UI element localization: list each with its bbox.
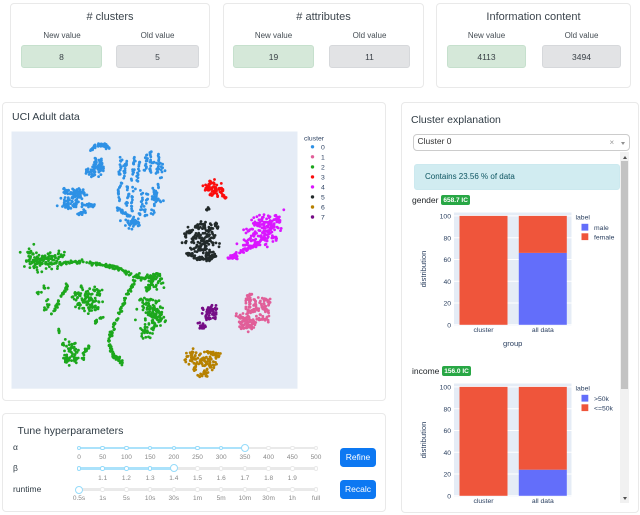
svg-text:cluster: cluster xyxy=(473,498,494,504)
svg-text:5: 5 xyxy=(321,194,325,201)
svg-text:cluster: cluster xyxy=(473,327,494,334)
svg-text:0: 0 xyxy=(447,323,451,330)
svg-text:60: 60 xyxy=(443,428,451,435)
svg-text:<=50k: <=50k xyxy=(594,405,613,412)
svg-text:2: 2 xyxy=(321,164,325,171)
svg-text:distribution: distribution xyxy=(419,422,428,459)
svg-text:3: 3 xyxy=(321,174,325,181)
svg-text:100: 100 xyxy=(440,385,452,392)
svg-text:6: 6 xyxy=(321,204,325,211)
svg-text:0: 0 xyxy=(321,144,325,151)
svg-text:0: 0 xyxy=(447,494,451,501)
svg-text:male: male xyxy=(594,225,609,232)
svg-text:100: 100 xyxy=(440,214,452,221)
svg-text:1: 1 xyxy=(321,154,325,161)
svg-text:label: label xyxy=(576,386,591,393)
svg-text:40: 40 xyxy=(443,279,451,286)
svg-text:cluster: cluster xyxy=(304,135,325,142)
svg-text:4: 4 xyxy=(321,184,325,191)
svg-text:20: 20 xyxy=(443,301,451,308)
svg-text:20: 20 xyxy=(443,472,451,479)
svg-text:distribution: distribution xyxy=(419,251,428,288)
svg-text:all data: all data xyxy=(532,498,554,504)
svg-text:>50k: >50k xyxy=(594,396,610,403)
svg-text:label: label xyxy=(576,215,591,222)
svg-text:7: 7 xyxy=(321,214,325,221)
svg-text:60: 60 xyxy=(443,257,451,264)
svg-text:80: 80 xyxy=(443,235,451,242)
svg-text:group: group xyxy=(503,339,522,348)
svg-text:80: 80 xyxy=(443,406,451,413)
svg-text:all data: all data xyxy=(532,327,554,334)
svg-text:female: female xyxy=(594,234,615,241)
svg-text:40: 40 xyxy=(443,450,451,457)
